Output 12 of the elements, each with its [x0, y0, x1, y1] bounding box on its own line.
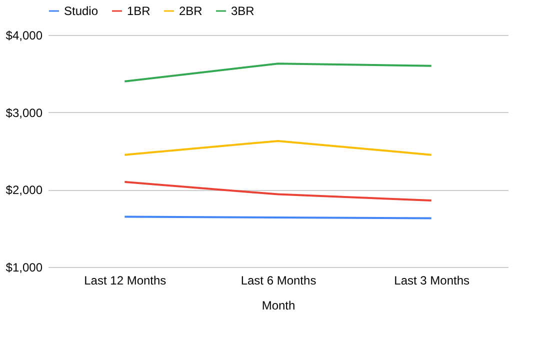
x-axis-title: Month — [262, 298, 296, 312]
legend-label: Studio — [64, 4, 98, 18]
x-tick-label: Last 12 Months — [84, 274, 166, 288]
legend-label: 2BR — [179, 4, 203, 18]
x-tick-label: Last 6 Months — [240, 274, 316, 288]
legend-label: 3BR — [231, 4, 255, 18]
x-tick-label: Last 3 Months — [394, 274, 470, 288]
legend-label: 1BR — [127, 4, 151, 18]
y-tick-label: $1,000 — [6, 260, 43, 274]
y-tick-label: $2,000 — [6, 183, 43, 198]
y-tick-label: $4,000 — [6, 28, 43, 42]
y-tick-label: $3,000 — [6, 106, 43, 120]
